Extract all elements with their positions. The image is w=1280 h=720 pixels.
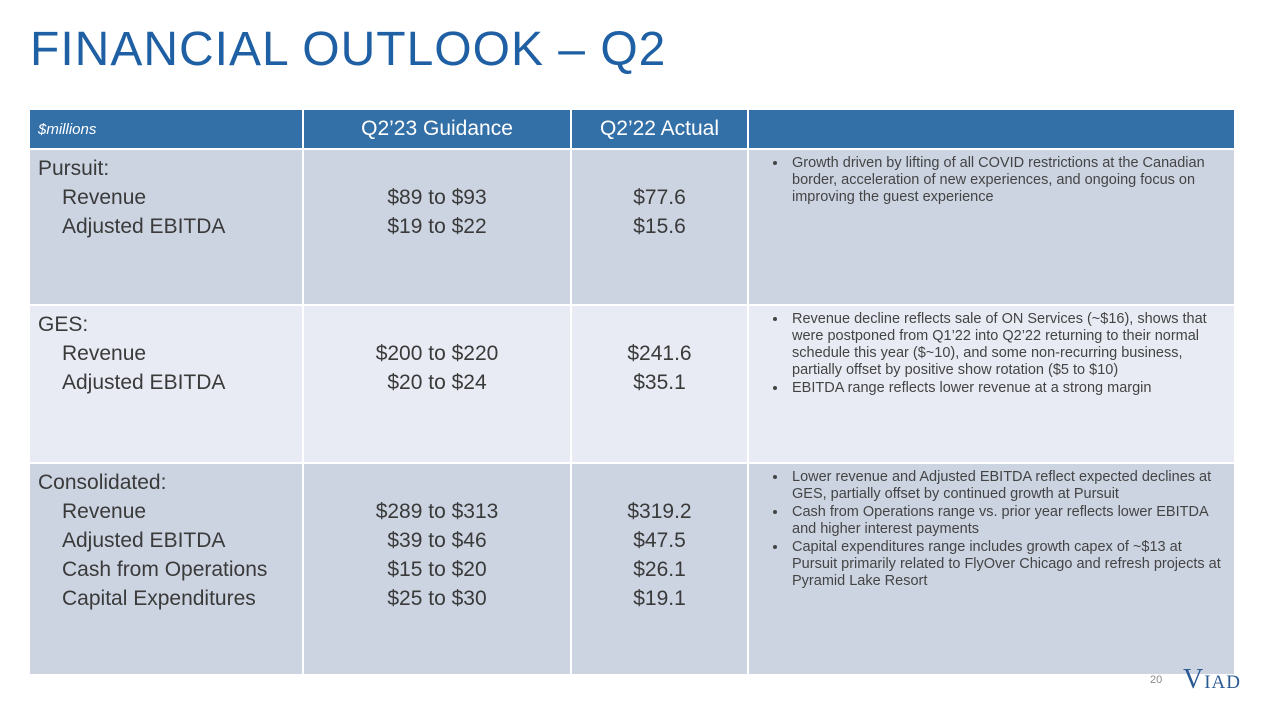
actual-value: $319.2 <box>627 500 692 523</box>
guidance-value: $19 to $22 <box>387 215 487 238</box>
notes-cell: Revenue decline reflects sale of ON Serv… <box>748 304 1234 463</box>
table-row-consolidated: Consolidated: Revenue Adjusted EBITDA Ca… <box>30 462 1234 674</box>
actual-value: $77.6 <box>633 186 686 209</box>
viad-logo: VIAD <box>1183 664 1241 696</box>
guidance-value: $39 to $46 <box>387 529 487 552</box>
note-item: Growth driven by lifting of all COVID re… <box>788 155 1225 206</box>
metric-label: Adjusted EBITDA <box>62 371 226 394</box>
segment-cell: GES: Revenue Adjusted EBITDA <box>30 304 304 463</box>
metric-label: Adjusted EBITDA <box>62 529 226 552</box>
actual-cell: $241.6 $35.1 <box>571 304 749 463</box>
note-item: Lower revenue and Adjusted EBITDA reflec… <box>788 469 1225 503</box>
actual-value: $26.1 <box>633 558 686 581</box>
metric-label: Capital Expenditures <box>62 587 256 610</box>
units-header: $millions <box>30 110 304 149</box>
note-item: EBITDA range reflects lower revenue at a… <box>788 380 1225 397</box>
page-number: 20 <box>1150 674 1163 686</box>
guidance-cell: $200 to $220 $20 to $24 <box>303 304 572 463</box>
logo-letters: IAD <box>1204 672 1242 693</box>
metric-label: Adjusted EBITDA <box>62 215 226 238</box>
notes-list: Growth driven by lifting of all COVID re… <box>750 151 1233 206</box>
financial-outlook-table: $millions Q2’23 Guidance Q2’22 Actual Pu… <box>30 110 1234 674</box>
notes-list: Lower revenue and Adjusted EBITDA reflec… <box>750 465 1233 590</box>
notes-cell: Lower revenue and Adjusted EBITDA reflec… <box>748 462 1234 674</box>
actual-cell: $77.6 $15.6 <box>571 148 749 305</box>
guidance-value: $20 to $24 <box>387 371 487 394</box>
metric-label: Revenue <box>62 342 147 365</box>
segment-cell: Pursuit: Revenue Adjusted EBITDA <box>30 148 304 305</box>
actual-cell: $319.2 $47.5 $26.1 $19.1 <box>571 462 749 674</box>
metric-label: Cash from Operations <box>62 558 268 581</box>
guidance-header: Q2’23 Guidance <box>303 110 572 149</box>
guidance-value: $25 to $30 <box>387 587 487 610</box>
actual-value: $47.5 <box>633 529 686 552</box>
segment-title: Consolidated: <box>38 471 167 494</box>
guidance-value: $89 to $93 <box>387 186 487 209</box>
guidance-cell: $289 to $313 $39 to $46 $15 to $20 $25 t… <box>303 462 572 674</box>
table-header-row: $millions Q2’23 Guidance Q2’22 Actual <box>30 110 1234 149</box>
segment-title: GES: <box>38 313 89 336</box>
table-row-pursuit: Pursuit: Revenue Adjusted EBITDA $89 to … <box>30 148 1234 305</box>
metric-label: Revenue <box>62 186 147 209</box>
notes-header <box>748 110 1234 149</box>
logo-letter-v: V <box>1183 664 1205 695</box>
actual-value: $15.6 <box>633 215 686 238</box>
segment-cell: Consolidated: Revenue Adjusted EBITDA Ca… <box>30 462 304 674</box>
note-item: Revenue decline reflects sale of ON Serv… <box>788 311 1225 379</box>
actual-header: Q2’22 Actual <box>571 110 749 149</box>
guidance-cell: $89 to $93 $19 to $22 <box>303 148 572 305</box>
actual-value: $241.6 <box>627 342 692 365</box>
actual-value: $19.1 <box>633 587 686 610</box>
guidance-value: $15 to $20 <box>387 558 487 581</box>
notes-list: Revenue decline reflects sale of ON Serv… <box>750 307 1233 397</box>
table-row-ges: GES: Revenue Adjusted EBITDA $200 to $22… <box>30 304 1234 463</box>
notes-cell: Growth driven by lifting of all COVID re… <box>748 148 1234 305</box>
actual-value: $35.1 <box>633 371 686 394</box>
note-item: Capital expenditures range includes grow… <box>788 539 1225 590</box>
metric-label: Revenue <box>62 500 147 523</box>
guidance-value: $200 to $220 <box>375 342 499 365</box>
note-item: Cash from Operations range vs. prior yea… <box>788 504 1225 538</box>
guidance-value: $289 to $313 <box>375 500 499 523</box>
page-title: FINANCIAL OUTLOOK – Q2 <box>30 23 667 76</box>
segment-title: Pursuit: <box>38 157 110 180</box>
